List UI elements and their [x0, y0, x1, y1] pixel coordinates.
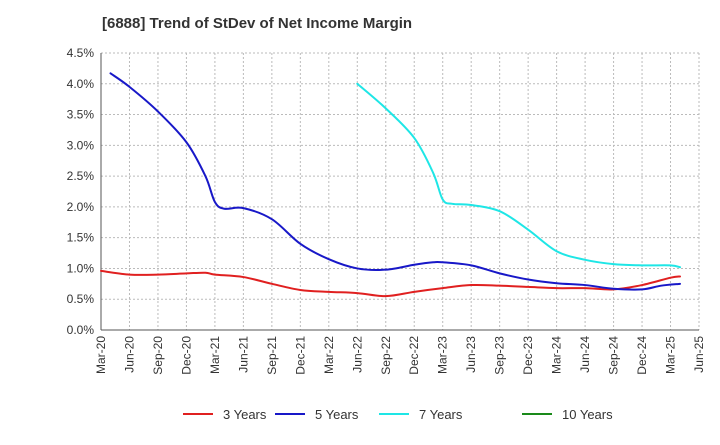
- x-tick-label: Dec-24: [635, 336, 649, 375]
- x-tick-label: Jun-24: [578, 336, 592, 373]
- x-tick-label: Mar-22: [322, 336, 336, 374]
- series-line-5-years: [109, 72, 682, 291]
- y-tick-label: 4.0%: [67, 77, 95, 91]
- legend-label-10-years: 10 Years: [562, 407, 613, 422]
- series-line-3-years: [100, 269, 682, 298]
- x-tick-label: Sep-22: [379, 336, 393, 375]
- x-tick-label: Mar-20: [94, 336, 108, 374]
- y-tick-label: 4.5%: [67, 46, 95, 60]
- grid-layer: [100, 52, 700, 331]
- x-tick-label: Dec-23: [521, 336, 535, 375]
- x-tick-label: Jun-20: [122, 336, 136, 373]
- x-tick-label: Mar-25: [664, 336, 678, 374]
- x-tick-label: Mar-23: [436, 336, 450, 374]
- x-tick-label: Sep-21: [265, 336, 279, 375]
- series-line-7-years: [356, 82, 682, 269]
- y-tick-label: 0.0%: [67, 323, 95, 337]
- y-tick-label: 1.0%: [67, 261, 95, 275]
- x-tick-label: Mar-21: [208, 336, 222, 374]
- legend: 3 Years 5 Years 7 Years 10 Years: [183, 407, 613, 422]
- x-tick-label: Jun-21: [236, 336, 250, 373]
- x-tick-label: Dec-21: [293, 336, 307, 375]
- x-tick-label: Sep-23: [493, 336, 507, 375]
- legend-label-7-years: 7 Years: [419, 407, 463, 422]
- legend-label-5-years: 5 Years: [315, 407, 359, 422]
- x-tick-label: Mar-24: [550, 336, 564, 374]
- x-tick-label: Dec-20: [179, 336, 193, 375]
- axis-layer: 0.0% 0.5% 1.0% 1.5% 2.0% 2.5% 3.0% 3.5% 4.0% 4.5%…: [67, 46, 706, 375]
- x-tick-label: Jun-22: [350, 336, 364, 373]
- y-tick-label: 2.5%: [67, 169, 95, 183]
- y-tick-label: 3.5%: [67, 108, 95, 122]
- y-tick-label: 3.0%: [67, 138, 95, 152]
- chart-title: [6888] Trend of StDev of Net Income Marg…: [102, 15, 412, 32]
- legend-label-3-years: 3 Years: [223, 407, 267, 422]
- y-tick-label: 0.5%: [67, 292, 95, 306]
- series-layer: [100, 72, 682, 298]
- x-tick-label: Sep-24: [607, 336, 621, 375]
- x-tick-label: Sep-20: [151, 336, 165, 375]
- plot-area: [101, 53, 699, 330]
- y-tick-label: 2.0%: [67, 200, 95, 214]
- y-tick-label: 1.5%: [67, 231, 95, 245]
- x-tick-label: Jun-25: [692, 336, 706, 373]
- x-tick-label: Dec-22: [407, 336, 421, 375]
- x-tick-label: Jun-23: [464, 336, 478, 373]
